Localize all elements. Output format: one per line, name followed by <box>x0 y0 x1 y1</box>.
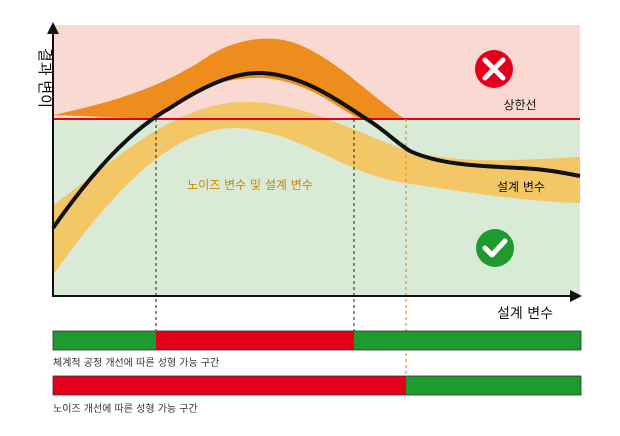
y-axis-label: 결과 변이 <box>36 48 54 108</box>
check-circle-icon <box>476 229 514 267</box>
y-axis-arrow <box>47 22 59 34</box>
bar-segment-ok <box>354 331 581 350</box>
bar-segment-ng <box>53 376 406 395</box>
noise-design-label: 노이즈 변수 및 설계 변수 <box>187 178 313 192</box>
x-circle-icon <box>475 50 513 88</box>
bar-segment-ok <box>53 331 156 350</box>
process-range-bar <box>52 330 582 351</box>
noise-range-caption: 노이즈 개선에 따른 성형 가능 구간 <box>53 404 198 415</box>
process-range-caption: 체계적 공정 개선에 따른 성형 가능 구간 <box>53 358 220 369</box>
noise-range-bar <box>52 375 582 396</box>
upper-limit-label: 상한선 <box>503 98 536 112</box>
x-axis-arrow <box>570 290 582 302</box>
design-variable-band <box>53 101 580 275</box>
design-variable-label: 설계 변수 <box>497 180 545 194</box>
x-axis-label: 설계 변수 <box>497 306 553 322</box>
bar-segment-ok <box>406 376 581 395</box>
bar-segment-ng <box>156 331 354 350</box>
response-curve <box>51 70 581 230</box>
